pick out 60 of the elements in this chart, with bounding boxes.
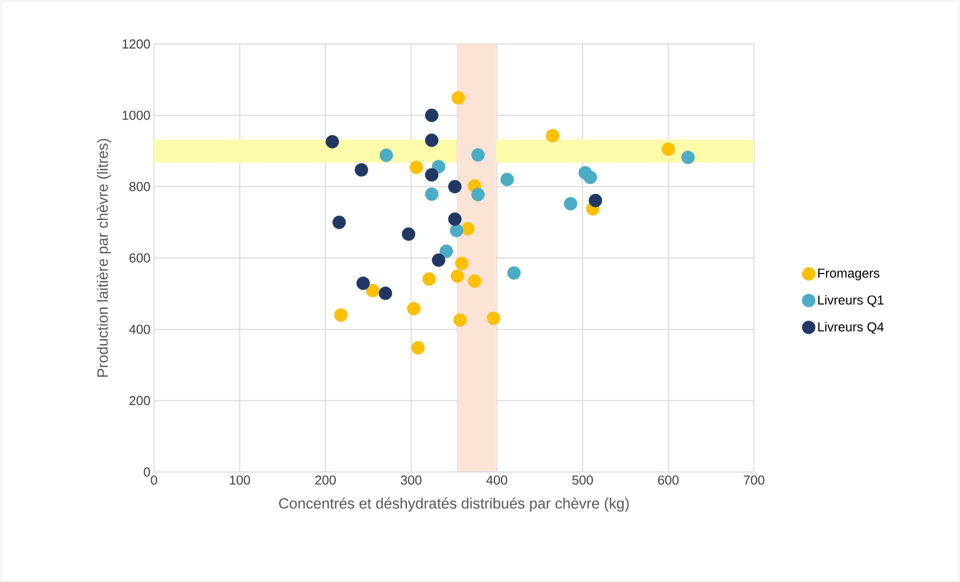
y-tick-label: 200	[130, 396, 150, 406]
point	[453, 313, 467, 327]
legend-label: Livreurs Q1	[818, 295, 884, 307]
point	[471, 148, 485, 162]
x-tick-label: 600	[658, 476, 679, 485]
point	[425, 168, 438, 182]
point	[380, 148, 393, 162]
point	[366, 284, 380, 298]
point	[448, 212, 462, 226]
point	[564, 197, 578, 210]
x-tick-label: 100	[230, 476, 250, 485]
y-tick-label: 800	[129, 182, 150, 192]
x-tick-label: 0	[150, 476, 158, 485]
point	[468, 274, 482, 288]
x-tick-label: 400	[486, 476, 508, 485]
point	[546, 128, 560, 142]
point	[332, 216, 346, 230]
y-tick-label: 1000	[122, 110, 150, 120]
point	[500, 172, 514, 186]
point	[486, 312, 500, 325]
point	[334, 308, 348, 322]
x-tick-label: 700	[744, 476, 764, 485]
y-tick-label: 0	[144, 467, 150, 477]
point	[378, 286, 392, 300]
y-tick-label: 400	[129, 324, 150, 334]
point	[450, 269, 464, 283]
point	[455, 256, 468, 270]
y-tick-label: 1200	[122, 39, 150, 49]
legend-label: Fromagers	[818, 268, 880, 280]
point	[402, 227, 416, 241]
point	[356, 276, 370, 290]
x-tick-label: 200	[315, 476, 336, 485]
y-tick-label: 600	[130, 253, 150, 263]
point	[410, 160, 423, 174]
point	[326, 135, 339, 148]
point	[471, 188, 485, 202]
point	[584, 170, 597, 184]
point	[448, 180, 462, 194]
x-tick-label: 300	[400, 476, 422, 485]
point	[411, 341, 425, 355]
x-tick-label: 500	[572, 476, 593, 485]
point	[461, 222, 474, 236]
legend-label: Livreurs Q4	[818, 322, 884, 334]
point	[354, 163, 368, 177]
point	[432, 160, 446, 174]
y-axis-title: Production laitière par chèvre (litres)	[96, 138, 111, 377]
point	[432, 253, 446, 267]
point	[588, 194, 602, 208]
x-axis-title: Concentrés et déshydratés distribués par chèvre (kg)	[279, 498, 629, 512]
point	[440, 244, 453, 258]
point	[425, 108, 438, 122]
point	[681, 150, 695, 164]
point	[450, 224, 464, 238]
point	[425, 187, 438, 201]
point	[507, 266, 521, 280]
point	[425, 134, 438, 147]
point	[662, 142, 675, 156]
point	[407, 302, 420, 316]
point	[452, 91, 465, 105]
point	[422, 272, 436, 286]
